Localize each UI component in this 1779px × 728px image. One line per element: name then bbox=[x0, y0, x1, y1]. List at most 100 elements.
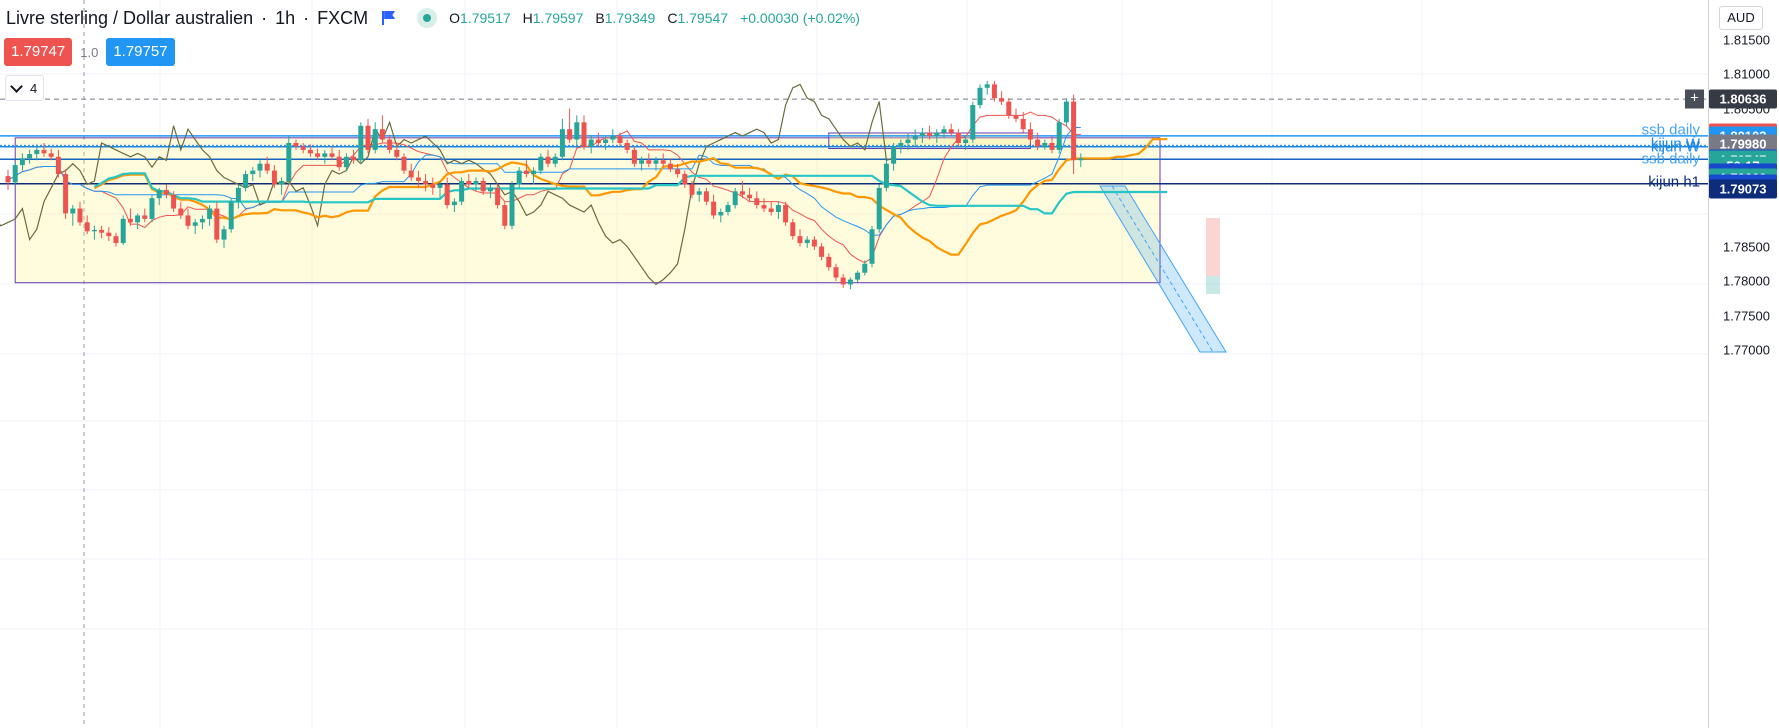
candle-body bbox=[271, 170, 277, 185]
candle-body bbox=[113, 236, 119, 244]
candle-body bbox=[84, 222, 90, 232]
candle-body bbox=[948, 129, 954, 133]
ohlc-open-value: 1.79517 bbox=[460, 10, 511, 26]
candle-body bbox=[156, 189, 162, 199]
candle-body bbox=[163, 189, 169, 195]
candle-body bbox=[235, 187, 241, 202]
candle-body bbox=[214, 208, 220, 240]
candle-body bbox=[891, 146, 897, 164]
chart-area[interactable]: Livre sterling / Dollar australien · 1h … bbox=[0, 0, 1708, 728]
candle-body bbox=[1078, 158, 1084, 161]
candle-body bbox=[927, 132, 933, 137]
ohlc-change: +0.00030 (+0.02%) bbox=[740, 10, 860, 26]
candle-body bbox=[1063, 101, 1069, 123]
price-axis[interactable]: 1.815001.810001.805001.800001.795001.785… bbox=[1685, 0, 1779, 728]
buy-button[interactable]: 1.79757 bbox=[106, 38, 175, 66]
target-zone bbox=[1206, 218, 1220, 276]
candle-body bbox=[739, 191, 745, 195]
candle-body bbox=[1049, 143, 1055, 150]
candle-body bbox=[660, 160, 666, 164]
candle-body bbox=[653, 160, 659, 164]
horizontal-lines[interactable] bbox=[0, 98, 1708, 185]
candle-body bbox=[394, 149, 400, 157]
candle-body bbox=[466, 180, 472, 185]
line-label[interactable]: ssb daily bbox=[1641, 121, 1700, 139]
line-label[interactable]: kijun W bbox=[1650, 135, 1700, 153]
price-chart[interactable] bbox=[0, 0, 1708, 728]
candle-body bbox=[415, 177, 421, 181]
candle-body bbox=[509, 184, 515, 226]
timeframe-label[interactable]: 1h bbox=[275, 7, 296, 28]
candle-body bbox=[999, 98, 1005, 102]
candle-body bbox=[451, 201, 457, 206]
candle-body bbox=[264, 163, 270, 171]
zone-rectangle bbox=[14, 137, 1161, 284]
candle-body bbox=[322, 153, 328, 157]
candle-body bbox=[459, 180, 465, 202]
candle-body bbox=[221, 229, 227, 240]
separator: · bbox=[261, 7, 268, 28]
flag-icon[interactable] bbox=[382, 11, 395, 25]
candle-body bbox=[387, 139, 393, 150]
line-label[interactable]: kijun W bbox=[1650, 138, 1700, 156]
ohlc-low: B1.79349 bbox=[595, 10, 655, 26]
line-label[interactable]: ssb daily bbox=[1641, 150, 1700, 168]
candle-body bbox=[1013, 115, 1019, 119]
candle-body bbox=[1056, 122, 1062, 150]
candle-body bbox=[711, 201, 717, 216]
candle-body bbox=[48, 153, 54, 157]
chikou-line bbox=[0, 83, 894, 286]
candle-body bbox=[495, 187, 501, 206]
axis-tick-label: 1.77000 bbox=[1723, 342, 1770, 358]
candle-body bbox=[876, 187, 882, 230]
indicators-toggle-button[interactable]: 4 bbox=[5, 75, 45, 101]
candle-body bbox=[351, 156, 357, 161]
candle-body bbox=[819, 246, 825, 257]
candle-body bbox=[1020, 118, 1026, 130]
candle-body bbox=[5, 176, 11, 183]
candle-body bbox=[970, 105, 976, 140]
candle-body bbox=[286, 143, 292, 181]
line-label[interactable]: kijun h1 bbox=[1648, 173, 1700, 191]
candle-body bbox=[70, 208, 76, 214]
channel-band bbox=[1099, 185, 1227, 353]
plus-icon[interactable]: + bbox=[1685, 89, 1704, 109]
candle-body bbox=[869, 229, 875, 264]
candle-body bbox=[315, 153, 321, 157]
candle-body bbox=[934, 132, 940, 137]
candle-body bbox=[919, 132, 925, 137]
candle-body bbox=[775, 205, 781, 212]
symbol-name[interactable]: Livre sterling / Dollar australien bbox=[6, 7, 254, 28]
candle-body bbox=[862, 263, 868, 273]
axis-tick-label: 1.81000 bbox=[1723, 66, 1770, 82]
candle-body bbox=[437, 184, 443, 188]
candle-body bbox=[898, 143, 904, 147]
candle-body bbox=[531, 170, 537, 175]
candle-body bbox=[135, 215, 141, 223]
ohlc-low-label: B bbox=[595, 10, 605, 26]
trend-channel[interactable] bbox=[1099, 185, 1227, 353]
ohlc-high-value: 1.79597 bbox=[532, 10, 584, 26]
candle-body bbox=[307, 149, 313, 154]
candle-body bbox=[552, 156, 558, 164]
candle-body bbox=[91, 229, 97, 232]
indicators-count: 4 bbox=[30, 80, 38, 96]
candle-body bbox=[1006, 101, 1012, 116]
candle-body bbox=[127, 218, 133, 223]
candle-body bbox=[631, 149, 637, 164]
kijun-line bbox=[7, 127, 1081, 236]
currency-badge[interactable]: AUD bbox=[1719, 6, 1763, 30]
candle-body bbox=[991, 84, 997, 99]
candle-body bbox=[379, 129, 385, 140]
ohlc-open: O1.79517 bbox=[449, 10, 511, 26]
candle-body bbox=[603, 139, 609, 143]
zone-rectangles[interactable] bbox=[14, 132, 1161, 284]
ohlc-close-label: C bbox=[667, 10, 678, 26]
sell-button[interactable]: 1.79747 bbox=[4, 38, 73, 66]
ohlc-open-label: O bbox=[449, 10, 461, 26]
candle-body bbox=[797, 236, 803, 244]
candle-body bbox=[689, 184, 695, 195]
candle-body bbox=[106, 232, 112, 237]
candle-body bbox=[473, 180, 479, 185]
candle-body bbox=[941, 129, 947, 133]
